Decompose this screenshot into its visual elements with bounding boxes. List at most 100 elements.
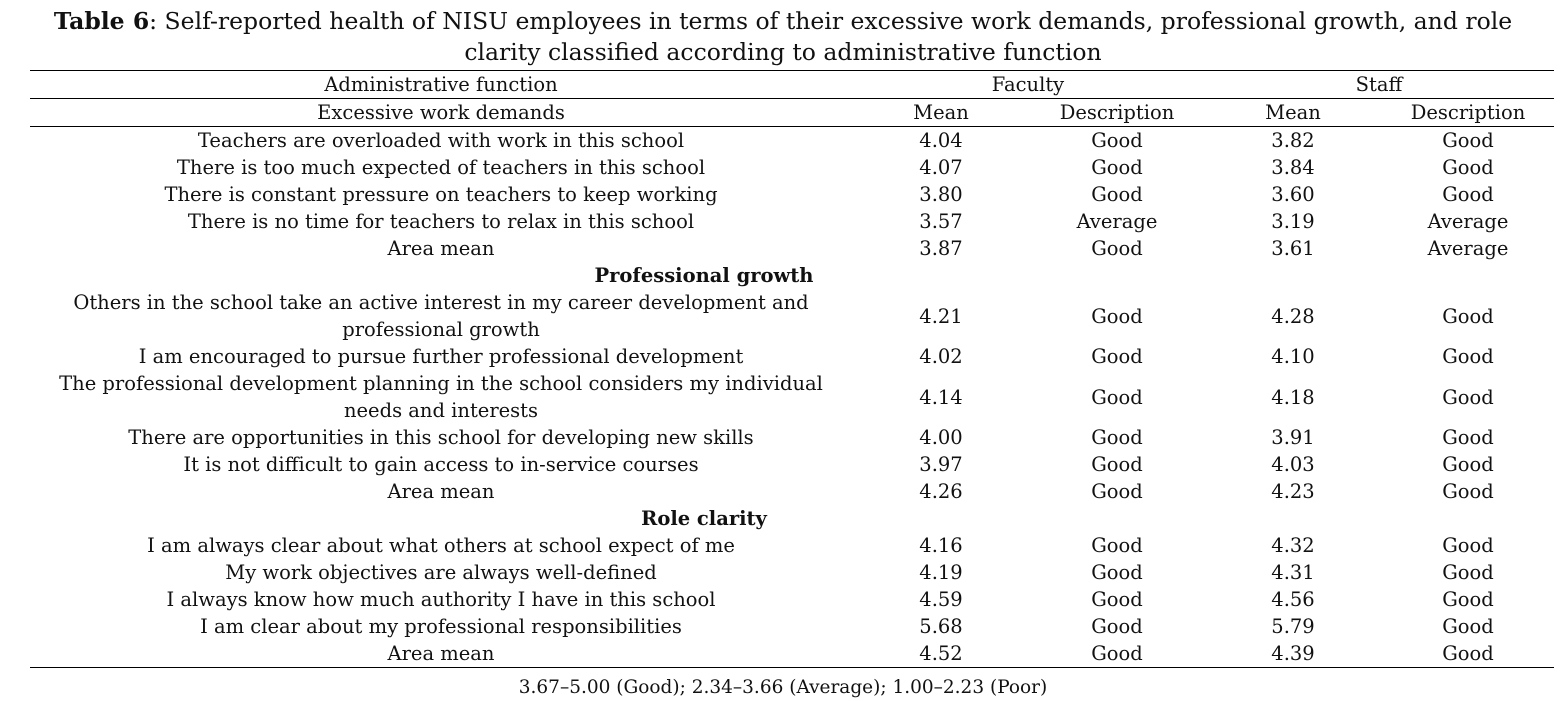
header-staff-description: Description (1382, 98, 1554, 127)
header-row-1: Administrative function Faculty Staff (30, 70, 1554, 99)
staff-description-cell: Good (1442, 183, 1494, 206)
staff-mean-cell: 3.61 (1271, 237, 1315, 260)
staff-mean-cell: 3.82 (1271, 129, 1315, 152)
faculty-mean-cell: 4.19 (919, 561, 963, 584)
table-row: I always know how much authority I have … (30, 586, 1554, 613)
faculty-description-cell: Good (1091, 615, 1143, 638)
item-cell: There are opportunities in this school f… (128, 426, 754, 449)
item-cell: I am always clear about what others at s… (147, 534, 735, 557)
faculty-mean-cell: 3.87 (919, 237, 963, 260)
results-table: Administrative function Faculty Staff Ex… (30, 70, 1554, 668)
faculty-description-cell: Good (1091, 183, 1143, 206)
table-row: There is constant pressure on teachers t… (30, 181, 1554, 208)
staff-mean-cell: 4.23 (1271, 480, 1315, 503)
faculty-mean-cell: 4.21 (919, 304, 963, 328)
header-row-2: Excessive work demands Mean Description … (30, 98, 1554, 127)
staff-mean-cell: 4.32 (1271, 534, 1315, 557)
faculty-mean-cell: 4.52 (852, 640, 1030, 668)
item-cell: Area mean (387, 480, 495, 503)
table-row: I am always clear about what others at s… (30, 532, 1554, 559)
faculty-description-cell: Good (1091, 385, 1143, 409)
faculty-description-cell: Good (1091, 426, 1143, 449)
staff-description-cell: Good (1442, 615, 1494, 638)
faculty-description-cell: Good (1091, 345, 1143, 368)
table-label: Table 6 (53, 7, 150, 35)
faculty-mean-cell: 4.07 (919, 156, 963, 179)
staff-mean-cell: 4.31 (1271, 561, 1315, 584)
faculty-description-cell: Good (1091, 588, 1143, 611)
faculty-description-cell: Good (1030, 640, 1204, 668)
item-cell: There is too much expected of teachers i… (176, 156, 706, 179)
faculty-mean-cell: 5.68 (919, 615, 963, 638)
staff-description-cell: Good (1442, 480, 1494, 503)
item-cell: I am clear about my professional respons… (200, 615, 682, 638)
header-faculty-description: Description (1030, 98, 1204, 127)
table-row: I am encouraged to pursue further profes… (30, 343, 1554, 370)
faculty-mean-cell: 4.14 (919, 385, 963, 409)
caption-text: : Self-reported health of NISU employees… (149, 7, 1513, 35)
item-cell: There is no time for teachers to relax i… (187, 210, 695, 233)
faculty-mean-cell: 3.57 (919, 210, 963, 233)
staff-mean-cell: 3.91 (1271, 426, 1315, 449)
faculty-description-cell: Good (1091, 304, 1143, 328)
table-row: Teachers are overloaded with work in thi… (30, 127, 1554, 155)
item-cell: I am encouraged to pursue further profes… (138, 345, 744, 368)
table-row: I am clear about my professional respons… (30, 613, 1554, 640)
faculty-mean-cell: 4.16 (919, 534, 963, 557)
item-cell: I always know how much authority I have … (166, 588, 716, 611)
staff-mean-cell: 3.19 (1271, 210, 1315, 233)
staff-description-cell: Good (1442, 304, 1494, 328)
faculty-description-cell: Good (1091, 534, 1143, 557)
faculty-description-cell: Good (1091, 237, 1143, 260)
section-title-professional-growth: Professional growth (594, 264, 814, 287)
item-cell: Others in the school take an active inte… (73, 291, 809, 341)
faculty-description-cell: Good (1091, 129, 1143, 152)
faculty-mean-cell: 4.59 (919, 588, 963, 611)
faculty-mean-cell: 4.26 (919, 480, 963, 503)
staff-description-cell: Average (1427, 210, 1509, 233)
staff-description-cell: Good (1442, 588, 1494, 611)
item-cell: Area mean (387, 237, 495, 260)
staff-mean-cell: 3.84 (1271, 156, 1315, 179)
item-cell: It is not difficult to gain access to in… (183, 453, 699, 476)
staff-mean-cell: 4.03 (1271, 453, 1315, 476)
staff-description-cell: Good (1442, 345, 1494, 368)
staff-mean-cell: 4.18 (1271, 385, 1315, 409)
faculty-mean-cell: 4.02 (919, 345, 963, 368)
item-cell: There is constant pressure on teachers t… (164, 183, 718, 206)
table-row: My work objectives are always well-defin… (30, 559, 1554, 586)
header-admin-function: Administrative function (30, 70, 852, 99)
faculty-mean-cell: 3.80 (919, 183, 963, 206)
area-mean-row: Area mean 3.87 Good 3.61 Average (30, 235, 1554, 262)
caption-line-2: clarity classified according to administ… (464, 38, 1102, 66)
section-title-role-clarity: Role clarity (641, 507, 767, 530)
section-header-row: Role clarity (30, 505, 1554, 532)
faculty-description-cell: Good (1091, 480, 1143, 503)
staff-mean-cell: 3.60 (1271, 183, 1315, 206)
item-cell: Teachers are overloaded with work in thi… (197, 129, 685, 152)
staff-description-cell: Good (1442, 426, 1494, 449)
staff-description-cell: Good (1442, 129, 1494, 152)
header-faculty-mean: Mean (852, 98, 1030, 127)
staff-description-cell: Good (1442, 561, 1494, 584)
staff-mean-cell: 4.56 (1271, 588, 1315, 611)
staff-description-cell: Good (1442, 156, 1494, 179)
caption-line-1: Table 6: Self-reported health of NISU em… (0, 6, 1566, 37)
table-row: The professional development planning in… (30, 370, 1554, 424)
table-row: It is not difficult to gain access to in… (30, 451, 1554, 478)
staff-description-cell: Good (1442, 534, 1494, 557)
staff-description-cell: Good (1442, 385, 1494, 409)
staff-description-cell: Good (1382, 640, 1554, 668)
faculty-mean-cell: 4.00 (919, 426, 963, 449)
area-mean-row: Area mean 4.52 Good 4.39 Good (30, 640, 1554, 668)
staff-mean-cell: 5.79 (1271, 615, 1315, 638)
faculty-mean-cell: 3.97 (919, 453, 963, 476)
area-mean-row: Area mean 4.26 Good 4.23 Good (30, 478, 1554, 505)
table-row: There is no time for teachers to relax i… (30, 208, 1554, 235)
item-cell: My work objectives are always well-defin… (225, 561, 657, 584)
faculty-mean-cell: 4.04 (919, 129, 963, 152)
header-faculty: Faculty (852, 70, 1204, 99)
section-header-row: Professional growth (30, 262, 1554, 289)
faculty-description-cell: Good (1091, 453, 1143, 476)
table-row: Others in the school take an active inte… (30, 289, 1554, 343)
